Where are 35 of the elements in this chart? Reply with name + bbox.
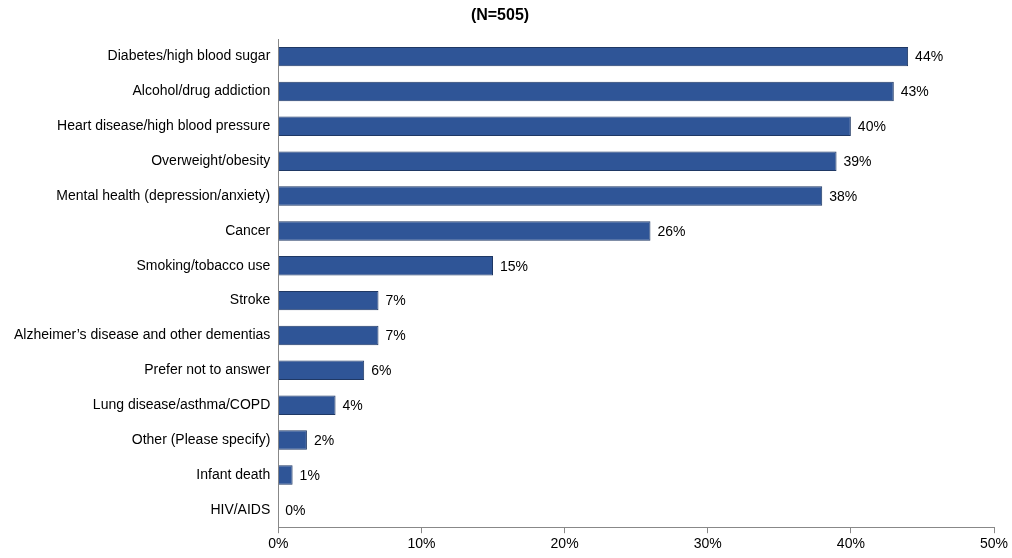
y-tick-label: Other (Please specify): [131, 430, 271, 447]
data-label: 43%: [900, 83, 929, 100]
data-label: 7%: [385, 292, 406, 309]
y-tick-label: Heart disease/high blood pressure: [57, 117, 271, 134]
data-label: 26%: [657, 222, 686, 239]
data-label: 4%: [342, 397, 363, 414]
x-tick-label: 10%: [407, 535, 436, 552]
x-tick-label: 0%: [268, 535, 289, 552]
y-tick-label: Lung disease/asthma/COPD: [92, 396, 271, 413]
x-tick-label: 20%: [550, 535, 579, 552]
y-tick-label: HIV/AIDS: [210, 500, 271, 517]
x-tick-label: 50%: [979, 535, 1009, 552]
data-label: 6%: [371, 362, 392, 379]
y-tick-label: Infant death: [196, 465, 271, 482]
data-label: 39%: [843, 153, 872, 170]
data-label: 38%: [829, 187, 858, 204]
y-tick-label: Overweight/obesity: [151, 152, 271, 169]
y-tick-label: Mental health (depression/anxiety): [56, 186, 271, 203]
y-tick-label: Alcohol/drug addiction: [132, 82, 271, 99]
x-tick-label: 30%: [693, 535, 722, 552]
data-label: 2%: [313, 431, 335, 448]
data-label: 0%: [285, 501, 306, 518]
x-tick-label: 40%: [836, 535, 865, 552]
data-label: 15%: [500, 257, 529, 274]
data-label: 44%: [915, 48, 944, 65]
y-tick-label: Smoking/tobacco use: [136, 256, 271, 273]
chart-title: (N=505): [470, 6, 530, 24]
data-label: 7%: [385, 327, 406, 344]
data-label: 1%: [299, 466, 320, 483]
y-tick-label: Prefer not to answer: [144, 361, 271, 378]
y-tick-label: Diabetes/high blood sugar: [107, 47, 271, 64]
y-tick-label: Cancer: [225, 221, 271, 238]
data-label: 40%: [857, 118, 886, 135]
y-tick-label: Stroke: [229, 291, 271, 308]
y-tick-label: Alzheimer’s disease and other dementias: [14, 326, 271, 343]
